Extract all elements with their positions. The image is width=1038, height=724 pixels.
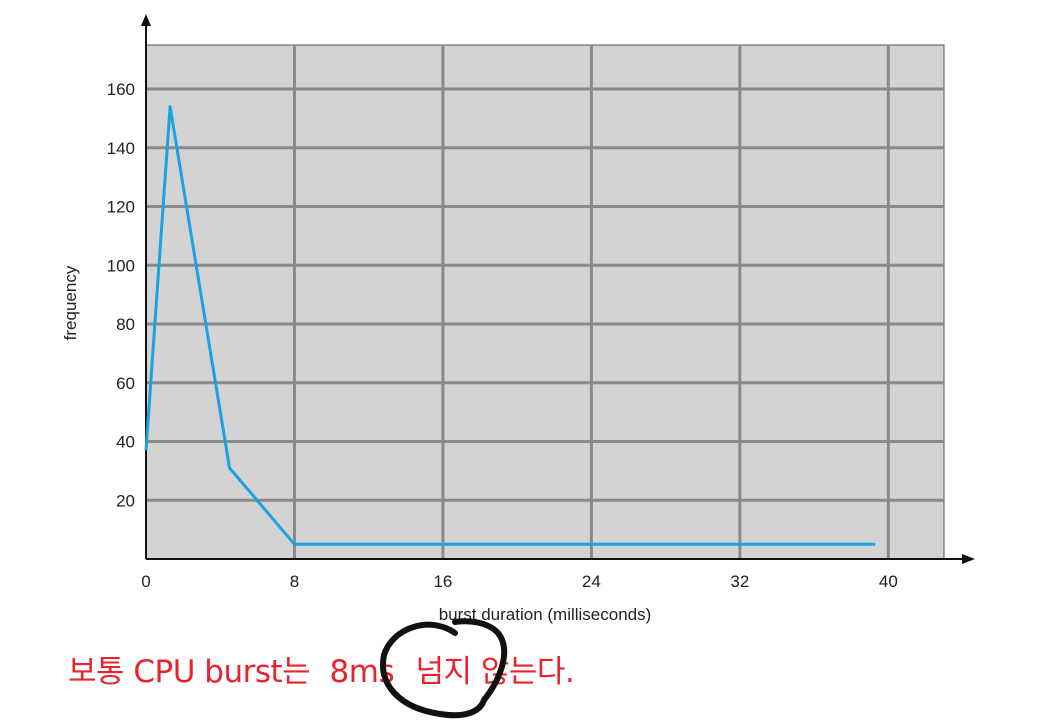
annotation-note: 보통 CPU burst는 8ms 넘지 않는다. [68, 646, 575, 691]
y-tick-160: 160 [107, 80, 135, 99]
axes [141, 14, 975, 564]
x-tick-labels: 0 8 16 24 32 40 [141, 572, 898, 591]
y-tick-60: 60 [116, 374, 135, 393]
grid [146, 45, 944, 559]
y-tick-labels: 20 40 60 80 100 120 140 160 [107, 80, 135, 510]
annotation-prefix: 보통 CPU burst는 [68, 654, 311, 690]
x-tick-8: 8 [290, 572, 299, 591]
annotation-suffix: 넘지 않는다. [415, 654, 575, 690]
series-layer [144, 105, 876, 546]
x-tick-40: 40 [879, 572, 898, 591]
x-tick-32: 32 [730, 572, 749, 591]
y-tick-80: 80 [116, 315, 135, 334]
series-line-0 [144, 105, 876, 546]
y-tick-40: 40 [116, 433, 135, 452]
plot-background [145, 44, 945, 560]
x-axis-arrow [962, 554, 975, 564]
x-tick-16: 16 [433, 572, 452, 591]
y-axis-label: frequency [61, 265, 80, 340]
y-tick-100: 100 [107, 256, 135, 275]
annotation-highlight: 8ms [329, 654, 395, 690]
y-tick-20: 20 [116, 491, 135, 510]
x-axis-label: burst duration (milliseconds) [439, 605, 652, 624]
x-tick-24: 24 [582, 572, 601, 591]
y-tick-140: 140 [107, 139, 135, 158]
x-tick-0: 0 [141, 572, 150, 591]
y-tick-120: 120 [107, 198, 135, 217]
y-axis-arrow [141, 14, 151, 26]
